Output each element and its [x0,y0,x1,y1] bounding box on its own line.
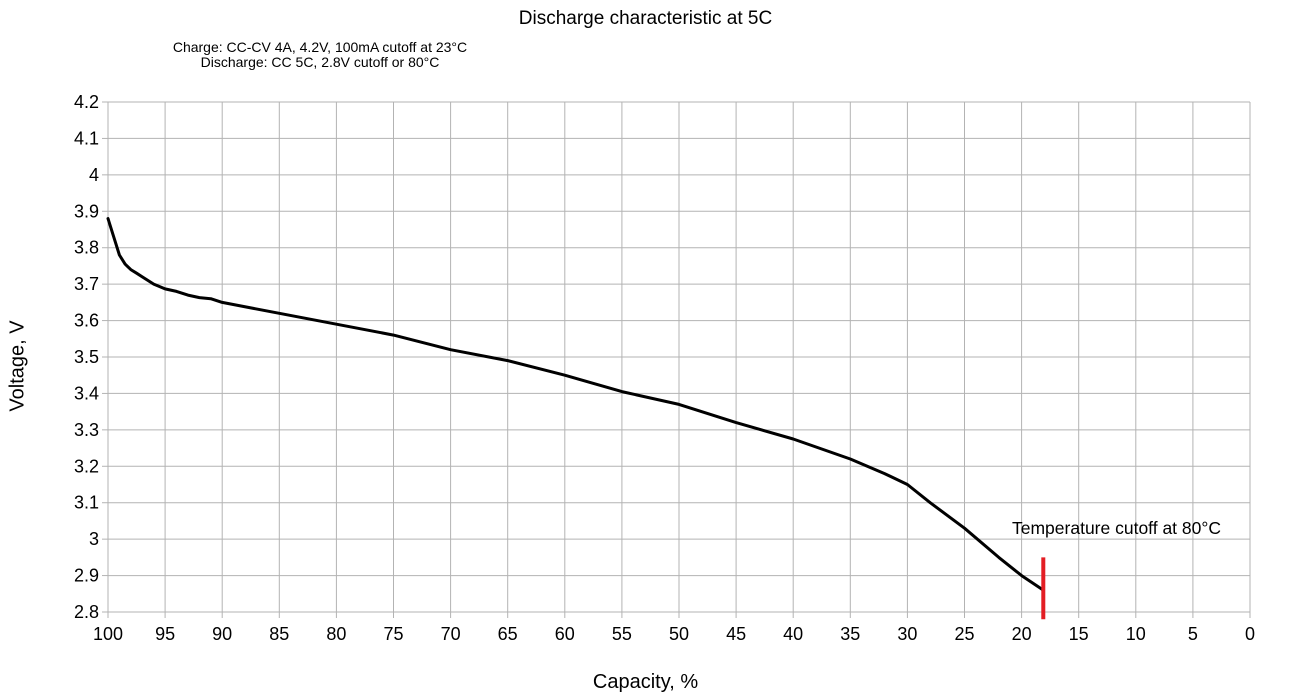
x-tick-label: 90 [212,624,232,644]
x-tick-label: 35 [840,624,860,644]
chart-title: Discharge characteristic at 5C [518,8,773,29]
x-tick-label: 40 [783,624,803,644]
y-tick-label: 3.8 [74,238,99,258]
x-tick-label: 85 [269,624,289,644]
y-tick-label: 3.6 [74,311,99,331]
y-tick-label: 3 [89,529,99,549]
x-tick-label: 95 [155,624,175,644]
y-tick-label: 3.3 [74,420,99,440]
chart-subtitle-line-2: Discharge: CC 5C, 2.8V cutoff or 80°C [200,54,440,70]
x-tick-label: 70 [441,624,461,644]
chart-subtitle-line-1: Charge: CC-CV 4A, 4.2V, 100mA cutoff at … [172,39,468,55]
x-tick-label: 80 [326,624,346,644]
x-tick-label: 65 [498,624,518,644]
x-tick-label: 5 [1188,624,1198,644]
y-tick-label: 3.1 [74,493,99,513]
y-tick-label: 3.9 [74,201,99,221]
x-tick-label: 0 [1245,624,1255,644]
temperature-cutoff-annotation: Temperature cutoff at 80°C [1012,518,1222,538]
x-tick-label: 45 [726,624,746,644]
discharge-curve-line [106,217,1045,592]
data-series [106,217,1045,592]
y-tick-labels: 4.2 4.1 4 3.9 3.8 3.7 3.6 3.5 3.4 3.3 3.2 3.1 3 2.9 2.… [74,92,99,622]
x-tick-label: 55 [612,624,632,644]
x-tick-label: 20 [1012,624,1032,644]
x-tick-label: 100 [93,624,123,644]
x-tick-label: 50 [669,624,689,644]
y-tick-label: 3.4 [74,383,99,403]
x-tick-label: 25 [954,624,974,644]
y-tick-label: 3.5 [74,347,99,367]
x-tick-label: 60 [555,624,575,644]
y-tick-label: 3.7 [74,274,99,294]
y-tick-label: 4 [89,165,99,185]
y-axis-label: Voltage, V [6,320,29,412]
y-tick-label: 2.8 [74,602,99,622]
x-tick-labels: 100 95 90 85 80 75 70 65 60 55 50 45 40 35 30 25 20 15 10 5… [93,624,1255,644]
x-tick-label: 75 [383,624,403,644]
x-tick-label: 30 [897,624,917,644]
grid-lines [102,101,1251,618]
y-tick-label: 4.2 [74,92,99,112]
x-axis-label: Capacity, % [592,671,699,693]
x-tick-label: 15 [1069,624,1089,644]
y-tick-label: 2.9 [74,566,99,586]
y-tick-label: 3.2 [74,456,99,476]
x-tick-label: 10 [1126,624,1146,644]
y-tick-label: 4.1 [74,128,99,148]
